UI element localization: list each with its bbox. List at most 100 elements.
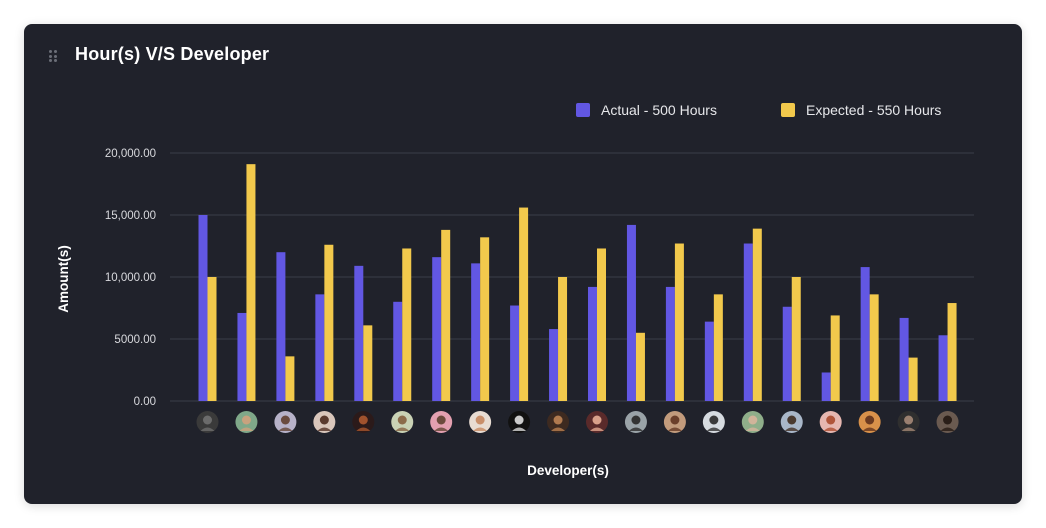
y-axis-label: Amount(s)	[56, 245, 71, 313]
legend-item-actual[interactable]: Actual - 500 Hours	[576, 102, 717, 118]
x-axis-label: Developer(s)	[527, 463, 609, 478]
avatar-face	[358, 415, 368, 425]
bar-actual	[549, 329, 559, 401]
avatar-face	[865, 415, 875, 425]
y-tick-label: 15,000.00	[105, 210, 156, 222]
bar-expected	[480, 237, 490, 401]
avatar-face	[397, 415, 407, 425]
avatar-face	[826, 415, 836, 425]
developer-avatar[interactable]	[702, 411, 725, 433]
bar-expected	[441, 229, 451, 401]
bar-actual	[782, 306, 792, 401]
developer-avatar[interactable]	[196, 411, 219, 433]
bar-expected	[285, 356, 295, 401]
avatar-face	[904, 415, 914, 425]
developer-avatar[interactable]	[508, 411, 531, 433]
developer-avatar[interactable]	[858, 411, 881, 433]
avatar-shoulders	[317, 427, 332, 431]
legend-label-expected: Expected - 550 Hours	[806, 102, 942, 118]
bar-expected	[752, 228, 762, 401]
avatar-face	[475, 415, 485, 425]
avatar-face	[280, 415, 290, 425]
avatar-shoulders	[395, 427, 410, 431]
avatar-shoulders	[551, 427, 566, 431]
bar-actual	[237, 312, 247, 401]
developer-avatar[interactable]	[274, 411, 297, 433]
avatar-shoulders	[628, 427, 643, 431]
avatar-face	[319, 415, 329, 425]
bar-expected	[674, 243, 684, 401]
bar-expected	[713, 294, 723, 401]
avatar-shoulders	[473, 427, 488, 431]
avatar-shoulders	[901, 427, 916, 431]
bar-expected	[558, 277, 568, 401]
developer-avatar[interactable]	[469, 411, 492, 433]
bar-expected	[908, 357, 918, 401]
developer-avatar[interactable]	[663, 411, 686, 433]
avatar-face	[709, 415, 719, 425]
card-title: Hour(s) V/S Developer	[75, 44, 270, 64]
avatar-shoulders	[784, 427, 799, 431]
avatar-face	[748, 415, 758, 425]
legend-swatch-actual	[576, 103, 590, 117]
developer-avatar[interactable]	[819, 411, 842, 433]
bar-actual	[626, 224, 636, 401]
developer-avatar[interactable]	[313, 411, 336, 433]
avatar-shoulders	[862, 427, 877, 431]
legend-item-expected[interactable]: Expected - 550 Hours	[781, 102, 941, 118]
avatar-shoulders	[590, 427, 604, 431]
bar-expected	[246, 164, 256, 401]
avatar-shoulders	[278, 427, 293, 431]
avatar-shoulders	[200, 427, 215, 431]
developer-avatar[interactable]	[936, 411, 959, 433]
developer-avatar[interactable]	[391, 411, 414, 433]
developer-avatar[interactable]	[741, 411, 764, 433]
bar-actual	[354, 265, 364, 401]
developer-avatar[interactable]	[352, 411, 375, 433]
bar-expected	[869, 294, 879, 401]
bar-actual	[198, 215, 208, 401]
developer-avatar[interactable]	[624, 411, 647, 433]
bar-actual	[510, 305, 520, 401]
avatar-face	[514, 415, 524, 425]
avatar-face	[203, 415, 212, 425]
bar-expected	[207, 277, 217, 401]
y-tick-label: 0.00	[134, 396, 156, 408]
y-tick-label: 5000.00	[114, 334, 156, 346]
avatar-face	[943, 415, 953, 425]
bar-actual	[393, 301, 403, 401]
developer-avatar[interactable]	[235, 411, 258, 433]
avatar-face	[241, 415, 251, 425]
avatar-shoulders	[823, 427, 838, 431]
bar-actual	[704, 321, 714, 401]
bar-actual	[743, 243, 753, 401]
bar-expected	[791, 277, 801, 401]
developer-avatar[interactable]	[547, 411, 570, 433]
avatar-shoulders	[667, 427, 682, 431]
bar-expected	[324, 244, 334, 401]
bar-expected	[597, 248, 606, 401]
developer-avatar[interactable]	[897, 411, 920, 433]
bar-actual	[432, 257, 442, 401]
bar-expected	[830, 315, 840, 401]
bar-expected	[635, 332, 645, 401]
drag-handle-icon[interactable]	[49, 50, 57, 62]
avatar-shoulders	[940, 427, 955, 431]
bar-actual	[471, 263, 481, 401]
developer-avatar[interactable]	[780, 411, 803, 433]
developer-avatar[interactable]	[430, 411, 453, 433]
bar-actual	[899, 317, 909, 401]
avatar-shoulders	[706, 427, 721, 431]
avatar-face	[631, 415, 641, 425]
legend-swatch-expected	[781, 103, 795, 117]
bar-actual	[860, 267, 870, 401]
bar-expected	[519, 207, 529, 401]
developer-avatar[interactable]	[586, 411, 608, 433]
avatar-shoulders	[745, 427, 760, 431]
avatar-face	[592, 415, 602, 425]
legend-label-actual: Actual - 500 Hours	[601, 102, 717, 118]
y-tick-label: 20,000.00	[105, 148, 156, 160]
y-tick-label: 10,000.00	[105, 272, 156, 284]
avatar-face	[436, 415, 446, 425]
